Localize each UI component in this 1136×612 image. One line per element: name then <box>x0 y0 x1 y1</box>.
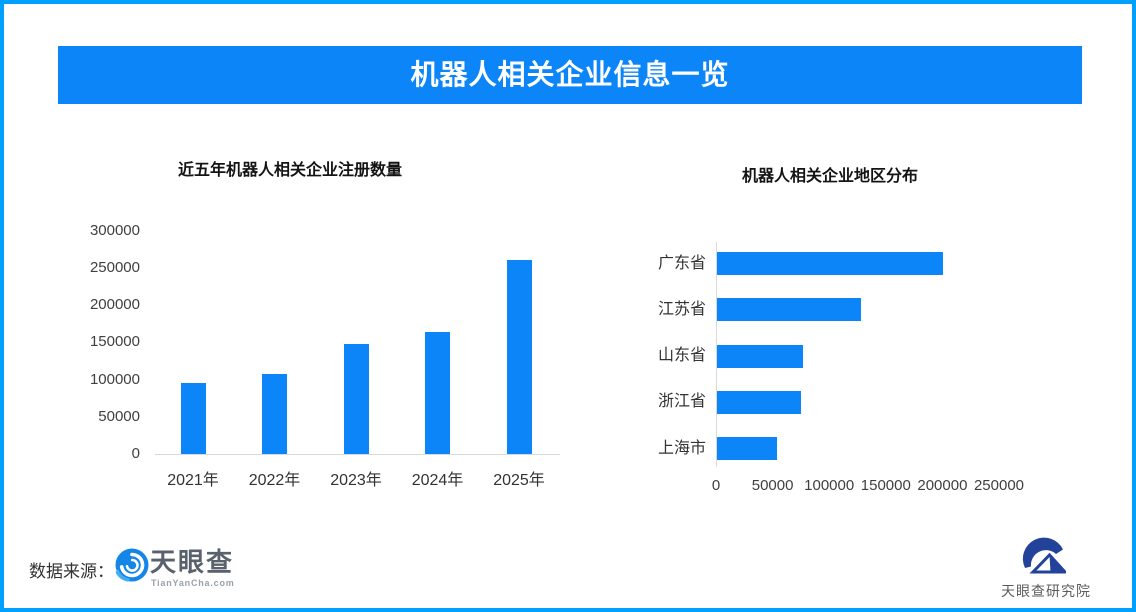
region-bar <box>717 252 944 275</box>
x-axis-tick-label: 0 <box>711 477 721 494</box>
tianyancha-domain-text: TianYanCha.com <box>151 578 235 588</box>
y-axis-category-label: 浙江省 <box>657 393 706 411</box>
x-axis-tick-label: 250000 <box>973 477 1025 494</box>
x-axis-tick-label: 100000 <box>804 477 855 494</box>
y-axis-tick-label: 50000 <box>98 407 140 425</box>
tyc-institute-logo-icon <box>1022 537 1066 574</box>
y-axis-category-label: 上海市 <box>657 439 706 457</box>
x-axis-category-label: 2025年 <box>493 472 545 489</box>
y-axis-category-label: 江苏省 <box>657 300 706 318</box>
y-axis-tick-label: 0 <box>131 445 140 462</box>
tyc-institute-logo-text: 天眼查研究院 <box>1001 583 1091 599</box>
x-axis-category-label: 2024年 <box>411 472 464 489</box>
region-bar <box>717 344 804 368</box>
y-axis-tick-label: 200000 <box>89 296 140 313</box>
page-title: 机器人相关企业信息一览 <box>58 46 1082 104</box>
region-bar <box>717 437 777 461</box>
y-axis-line <box>716 242 717 467</box>
chart-title-registrations: 近五年机器人相关企业注册数量 <box>177 162 402 179</box>
y-axis-category-label: 广东省 <box>657 254 706 272</box>
y-axis-tick-label: 300000 <box>89 221 140 239</box>
registration-bar <box>180 383 206 454</box>
x-axis-category-label: 2022年 <box>248 472 301 489</box>
registration-bar <box>343 343 369 454</box>
y-axis-tick-label: 250000 <box>89 258 140 276</box>
tianyancha-logo-text: 天眼查 <box>150 547 235 577</box>
x-axis-category-label: 2023年 <box>330 472 382 489</box>
data-source-label: 数据来源： <box>29 562 114 581</box>
registration-bar <box>506 259 532 454</box>
tianyancha-logo-icon <box>115 548 149 582</box>
registration-bar <box>425 331 450 454</box>
registration-bar <box>262 374 287 454</box>
y-axis-category-label: 山东省 <box>657 347 706 365</box>
x-axis-tick-label: 150000 <box>860 477 911 494</box>
x-axis-tick-label: 50000 <box>751 477 794 494</box>
region-bar <box>717 390 801 414</box>
chart-title-regions: 机器人相关企业地区分布 <box>741 168 918 185</box>
y-axis-tick-label: 150000 <box>89 333 140 351</box>
x-axis-line <box>155 454 560 455</box>
x-axis-tick-label: 200000 <box>917 477 968 494</box>
region-bar <box>717 298 861 322</box>
y-axis-tick-label: 100000 <box>89 370 140 388</box>
x-axis-category-label: 2021年 <box>167 472 219 489</box>
